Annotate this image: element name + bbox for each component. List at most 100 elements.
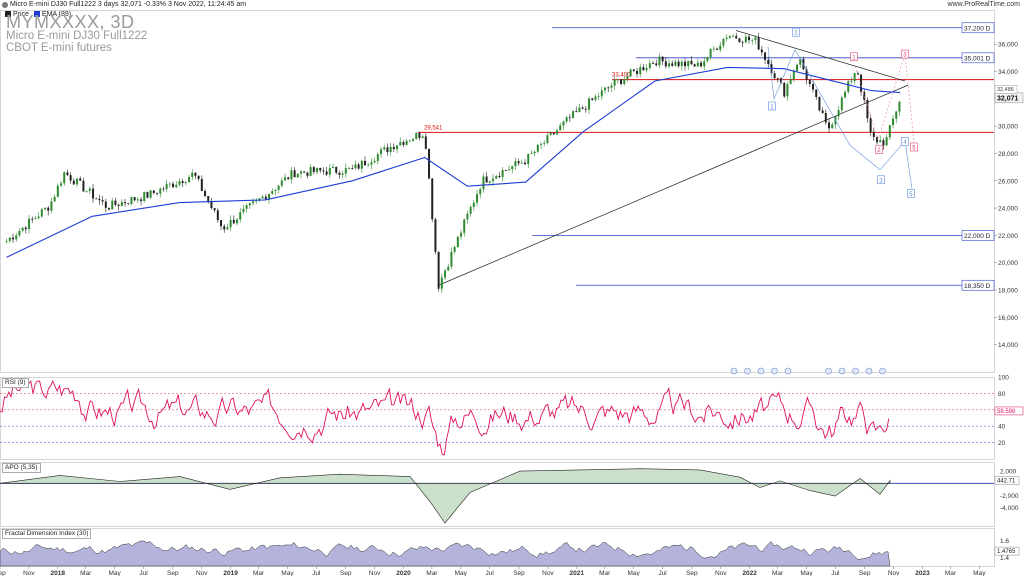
apo-tick-label: -2,000 — [1000, 493, 1019, 500]
candle-body — [63, 172, 66, 184]
ema-line — [6, 66, 901, 258]
candle-body — [245, 205, 248, 209]
candle-body — [578, 107, 581, 112]
candle-body — [760, 49, 763, 53]
candle-body — [741, 41, 744, 43]
candle-body — [533, 151, 536, 154]
candle-body — [600, 90, 603, 97]
candle-body — [399, 142, 402, 146]
candle-body — [690, 60, 693, 65]
candle-body — [162, 188, 165, 190]
settings-icon[interactable] — [2, 2, 8, 8]
candle-body — [722, 39, 725, 46]
candle-body — [440, 277, 443, 289]
candle-body — [15, 235, 18, 240]
candle-body — [405, 140, 408, 145]
price-swatch — [5, 11, 11, 18]
candle-body — [50, 201, 53, 211]
candle-body — [469, 206, 472, 214]
candle-body — [431, 178, 434, 220]
candle-body — [210, 201, 213, 209]
wave-blue-box — [792, 27, 800, 37]
candle-body — [869, 118, 872, 133]
price-legend: Price EMA (89) — [2, 11, 71, 19]
candle-body — [56, 185, 59, 197]
candle-body — [898, 101, 901, 112]
candle-body — [476, 194, 479, 203]
level-box — [961, 230, 995, 241]
candle-body — [568, 117, 571, 119]
candle-body — [674, 61, 677, 66]
candle-body — [60, 183, 63, 186]
wave-blue-label: 2 — [794, 31, 798, 37]
candle-body — [322, 170, 325, 172]
candle-body — [684, 61, 687, 67]
candle-body — [213, 208, 216, 211]
candle-body — [808, 79, 811, 84]
candle-body — [79, 178, 82, 181]
wave-blue-label: 1 — [770, 104, 774, 110]
wave-blue-path — [767, 46, 913, 190]
candle-body — [284, 177, 287, 181]
candle-body — [415, 132, 418, 139]
candle-body — [261, 196, 264, 199]
x-tick-label: Mar — [772, 570, 784, 576]
candle-body — [220, 220, 223, 227]
y-tick-label: 36,000 — [998, 42, 1018, 49]
candle-body — [226, 227, 229, 230]
trendline-support — [438, 84, 909, 286]
candle-body — [383, 147, 386, 150]
apo-label: APO (5,35) — [2, 463, 41, 473]
x-tick-label: 2018 — [51, 570, 66, 576]
candle-body — [812, 83, 815, 90]
apo-last-label: 442.71 — [997, 479, 1016, 485]
candle-body — [482, 176, 485, 190]
candle-body — [581, 107, 584, 109]
rsi-tick-label: 100 — [998, 375, 1009, 382]
candle-body — [24, 227, 27, 230]
candle-body — [204, 191, 207, 196]
x-tick-label: Sep — [859, 570, 871, 576]
candle-body — [847, 81, 850, 92]
candle-body — [773, 73, 776, 79]
panel-frame-3 — [0, 528, 995, 567]
y-tick-label: 24,000 — [998, 206, 1018, 213]
candle-body — [127, 203, 130, 204]
candle-body — [21, 227, 24, 231]
candle-body — [514, 161, 517, 167]
x-tick-label: Sep — [167, 570, 179, 576]
y-tick-label: 20,000 — [998, 260, 1018, 267]
candle-body — [66, 172, 69, 176]
wave-red-path — [854, 53, 915, 143]
symbol-watermark: MYMXXXX, 3D — [6, 12, 135, 32]
wave-blue-box — [877, 175, 885, 185]
fdi-last-label: 1.4765 — [997, 549, 1016, 555]
apo-tick-label: 2,000 — [1000, 469, 1017, 476]
candle-body — [764, 52, 767, 60]
candle-body — [5, 240, 8, 242]
candle-body — [495, 175, 498, 179]
apo-area — [0, 468, 891, 524]
candle-body — [303, 171, 306, 173]
candle-body — [485, 176, 488, 183]
candle-body — [879, 140, 882, 143]
x-tick-label: Mar — [599, 570, 611, 576]
candle-body — [293, 170, 296, 178]
candle-body — [853, 73, 856, 81]
candle-body — [796, 64, 799, 72]
candle-body — [309, 167, 312, 176]
candle-body — [28, 218, 31, 230]
event-icon — [852, 367, 859, 375]
candle-body — [268, 193, 271, 200]
x-tick-label: 2021 — [570, 570, 585, 576]
candle-body — [632, 69, 635, 71]
candle-body — [428, 148, 431, 179]
candle-body — [319, 167, 322, 171]
candle-body — [703, 61, 706, 67]
panel-frame-0 — [0, 10, 995, 373]
candle-body — [92, 188, 95, 199]
x-tick-label: Mar — [80, 570, 92, 576]
candle-body — [242, 208, 245, 213]
candle-body — [98, 198, 101, 201]
